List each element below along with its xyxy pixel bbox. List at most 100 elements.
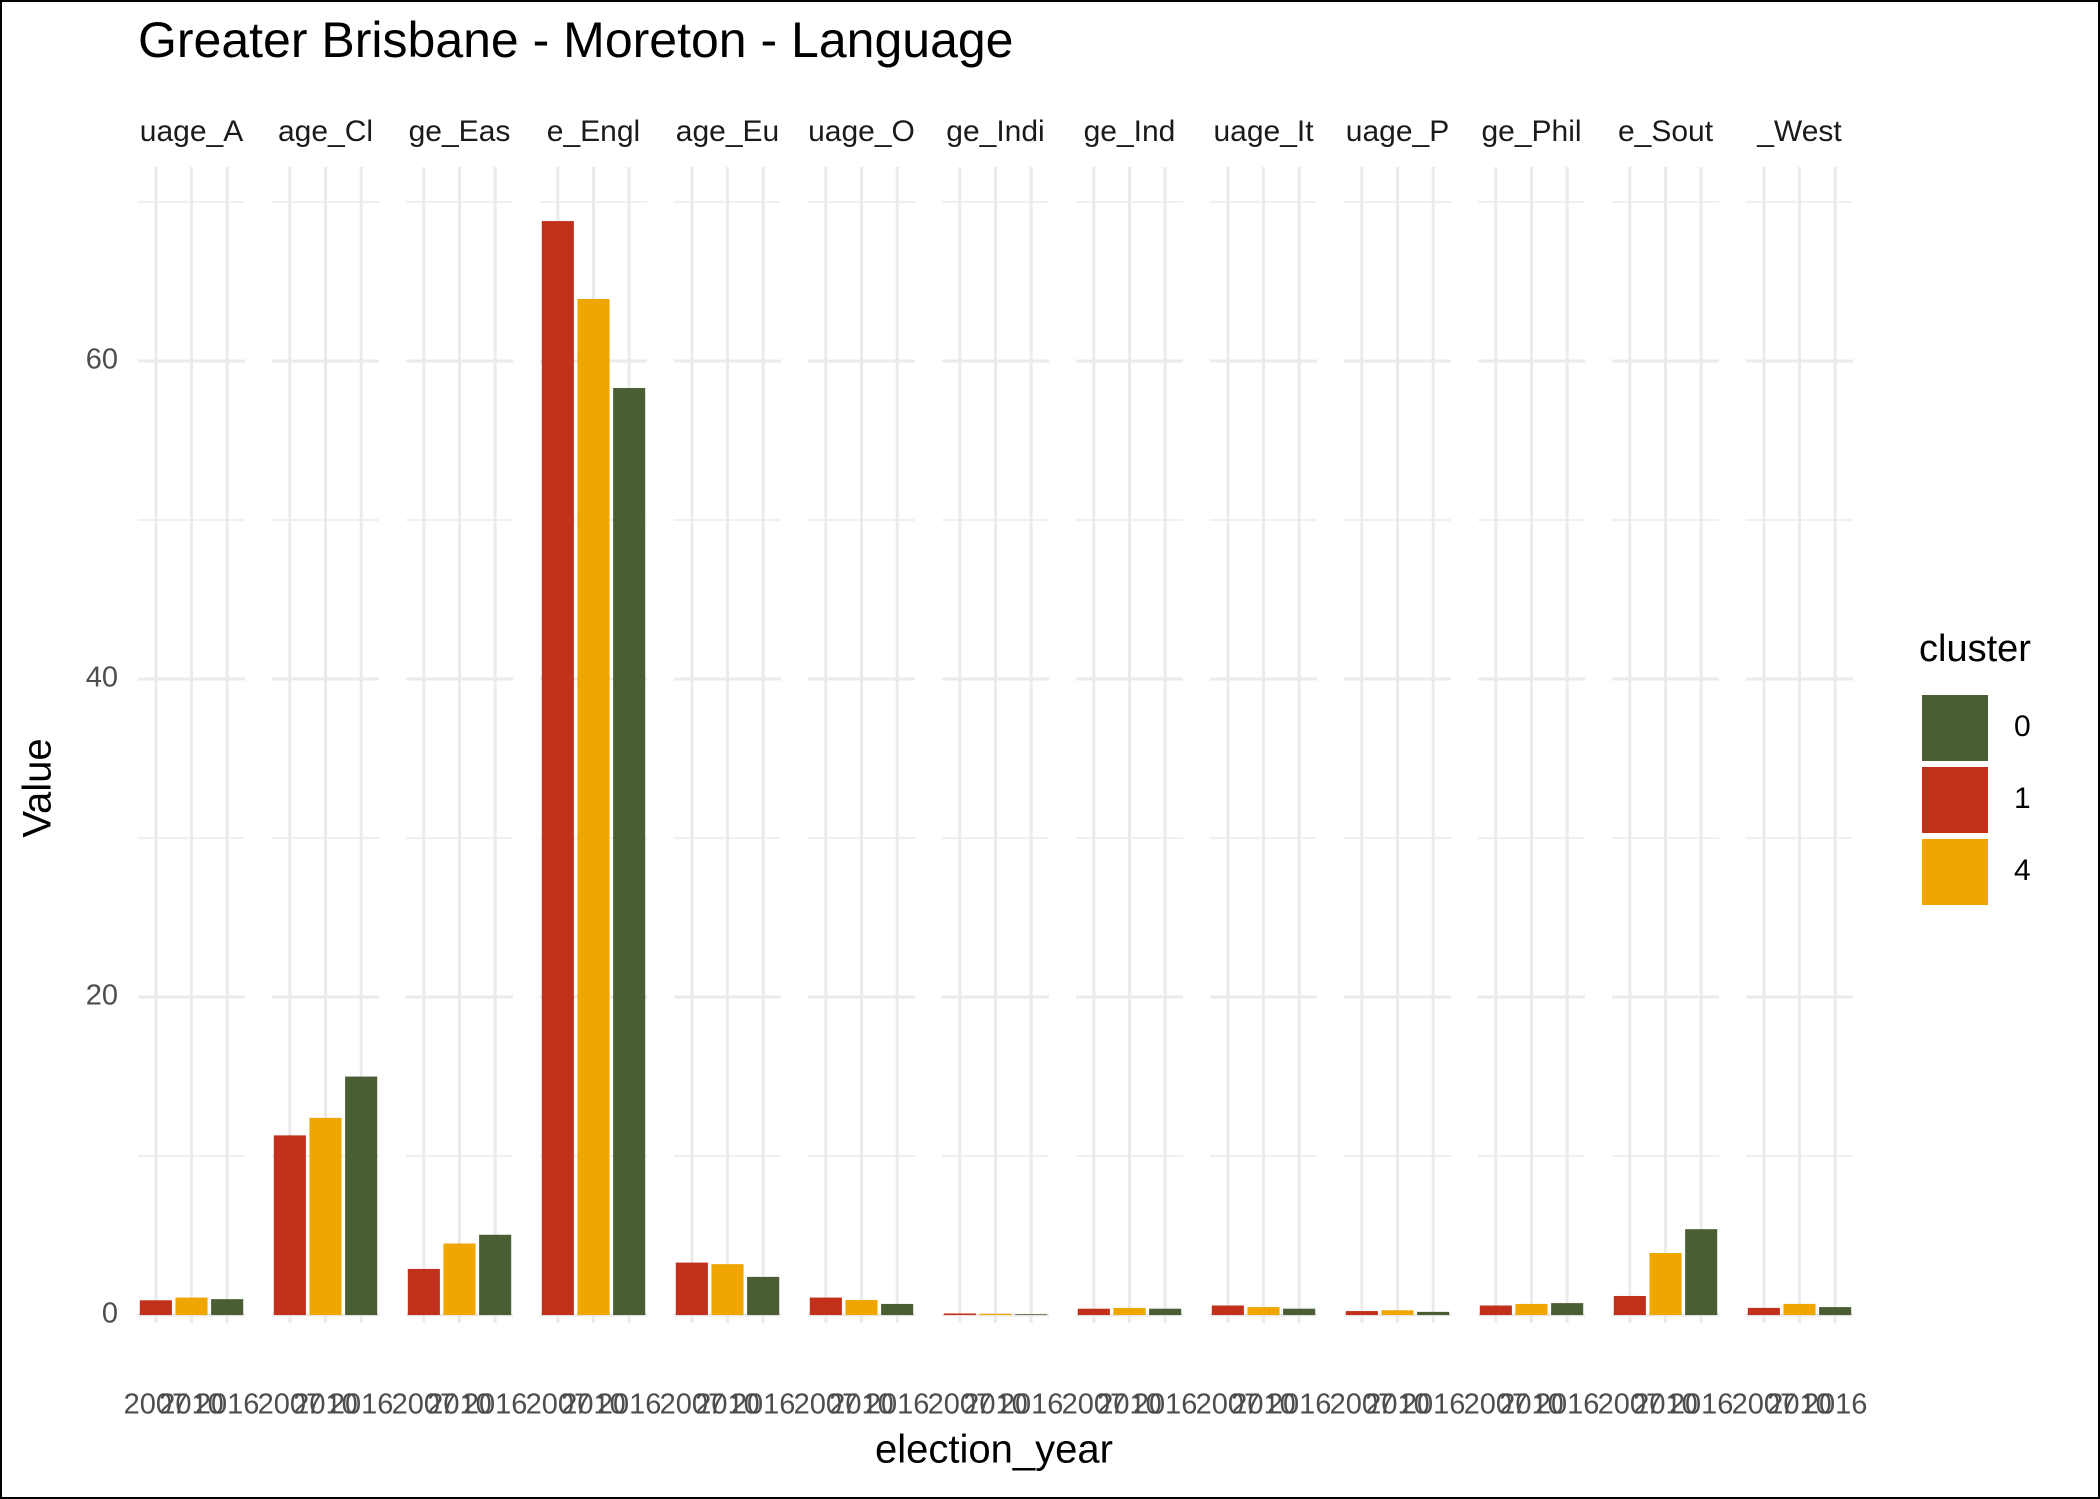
- facet-label: _West: [1756, 115, 1842, 148]
- y-tick-label: 0: [102, 1298, 118, 1330]
- x-tick-label: 2007: [660, 1389, 725, 1421]
- x-tick-label: 2016: [865, 1389, 930, 1421]
- x-tick-label: 2016: [1803, 1389, 1868, 1421]
- bar: [1747, 1307, 1780, 1316]
- bar: [443, 1243, 476, 1316]
- legend-label: 0: [2014, 710, 2031, 743]
- x-tick-label: 2007: [526, 1389, 591, 1421]
- bar: [881, 1303, 914, 1316]
- y-tick-label: 40: [86, 662, 118, 694]
- facet-label: uage_P: [1346, 115, 1449, 148]
- x-tick-label: 2010: [293, 1389, 358, 1421]
- bar: [809, 1297, 842, 1316]
- bar: [479, 1234, 512, 1316]
- x-tick-label: 2007: [124, 1389, 189, 1421]
- x-tick-label: 2010: [1767, 1389, 1832, 1421]
- bar: [577, 298, 610, 1316]
- bar: [309, 1117, 342, 1316]
- facet-label: e_Engl: [547, 115, 640, 148]
- bar: [1417, 1311, 1450, 1316]
- x-tick-label: 2016: [597, 1389, 662, 1421]
- legend-label: 1: [2014, 782, 2031, 815]
- legend-swatch: [1922, 839, 1988, 905]
- facet-label: uage_A: [140, 115, 243, 148]
- bar: [1479, 1305, 1512, 1316]
- bar: [845, 1299, 878, 1316]
- x-tick-label: 2007: [392, 1389, 457, 1421]
- y-axis-title: Value: [16, 738, 60, 837]
- bar: [1015, 1314, 1048, 1316]
- bar: [211, 1299, 244, 1316]
- legend-swatch: [1922, 767, 1988, 833]
- x-tick-label: 2016: [463, 1389, 528, 1421]
- bar: [1247, 1307, 1280, 1316]
- x-tick-label: 2007: [1464, 1389, 1529, 1421]
- bar: [1685, 1229, 1718, 1316]
- bar: [1149, 1308, 1182, 1316]
- facet-label: ge_Eas: [409, 115, 511, 148]
- bar: [541, 221, 574, 1316]
- bar: [1345, 1311, 1378, 1316]
- bar: [675, 1262, 708, 1316]
- x-tick-label: 2007: [1732, 1389, 1797, 1421]
- bar: [943, 1313, 976, 1316]
- x-tick-label: 2010: [427, 1389, 492, 1421]
- x-tick-label: 2010: [159, 1389, 224, 1421]
- bar: [1515, 1303, 1548, 1316]
- bar: [1551, 1303, 1584, 1316]
- bar: [139, 1300, 172, 1316]
- facet-label: uage_O: [808, 115, 915, 148]
- bar: [1819, 1307, 1852, 1316]
- x-axis-title: election_year: [875, 1428, 1113, 1472]
- facet-label: e_Sout: [1618, 115, 1714, 148]
- facet-label: ge_Ind: [1084, 115, 1176, 148]
- chart-title: Greater Brisbane - Moreton - Language: [138, 12, 1014, 68]
- x-tick-label: 2010: [1365, 1389, 1430, 1421]
- x-tick-label: 2007: [794, 1389, 859, 1421]
- x-tick-label: 2010: [829, 1389, 894, 1421]
- bar: [979, 1313, 1012, 1316]
- x-tick-label: 2016: [731, 1389, 796, 1421]
- bar: [711, 1264, 744, 1316]
- x-tick-label: 2007: [1062, 1389, 1127, 1421]
- legend-label: 4: [2014, 854, 2031, 887]
- facet-label: age_Cl: [278, 115, 373, 148]
- x-tick-label: 2016: [1401, 1389, 1466, 1421]
- x-tick-label: 2007: [928, 1389, 993, 1421]
- x-tick-label: 2016: [999, 1389, 1064, 1421]
- x-tick-label: 2010: [561, 1389, 626, 1421]
- bar: [1783, 1303, 1816, 1316]
- legend-swatch: [1922, 695, 1988, 761]
- x-tick-label: 2016: [195, 1389, 260, 1421]
- facet-label: ge_Phil: [1481, 115, 1581, 148]
- bar: [1077, 1308, 1110, 1316]
- bar: [407, 1268, 440, 1316]
- bar: [345, 1076, 378, 1316]
- x-tick-label: 2010: [695, 1389, 760, 1421]
- bar: [1613, 1295, 1646, 1316]
- x-tick-label: 2016: [1267, 1389, 1332, 1421]
- facet-label: uage_It: [1213, 115, 1314, 148]
- x-tick-label: 2016: [1535, 1389, 1600, 1421]
- y-tick-label: 60: [86, 344, 118, 376]
- facet-label: age_Eu: [676, 115, 779, 148]
- bar: [1211, 1305, 1244, 1316]
- bar: [613, 388, 646, 1316]
- x-tick-label: 2010: [963, 1389, 1028, 1421]
- x-tick-label: 2007: [258, 1389, 323, 1421]
- x-tick-label: 2007: [1598, 1389, 1663, 1421]
- bar: [747, 1276, 780, 1316]
- x-tick-label: 2010: [1633, 1389, 1698, 1421]
- bar: [175, 1297, 208, 1316]
- x-tick-label: 2016: [1133, 1389, 1198, 1421]
- bar: [1113, 1307, 1146, 1316]
- legend-title: cluster: [1919, 628, 2031, 670]
- bar: [1649, 1253, 1682, 1316]
- bar: [1283, 1308, 1316, 1316]
- y-tick-label: 20: [86, 980, 118, 1012]
- facet-label: ge_Indi: [946, 115, 1044, 148]
- x-tick-label: 2010: [1499, 1389, 1564, 1421]
- x-tick-label: 2016: [329, 1389, 394, 1421]
- bar: [1381, 1310, 1414, 1316]
